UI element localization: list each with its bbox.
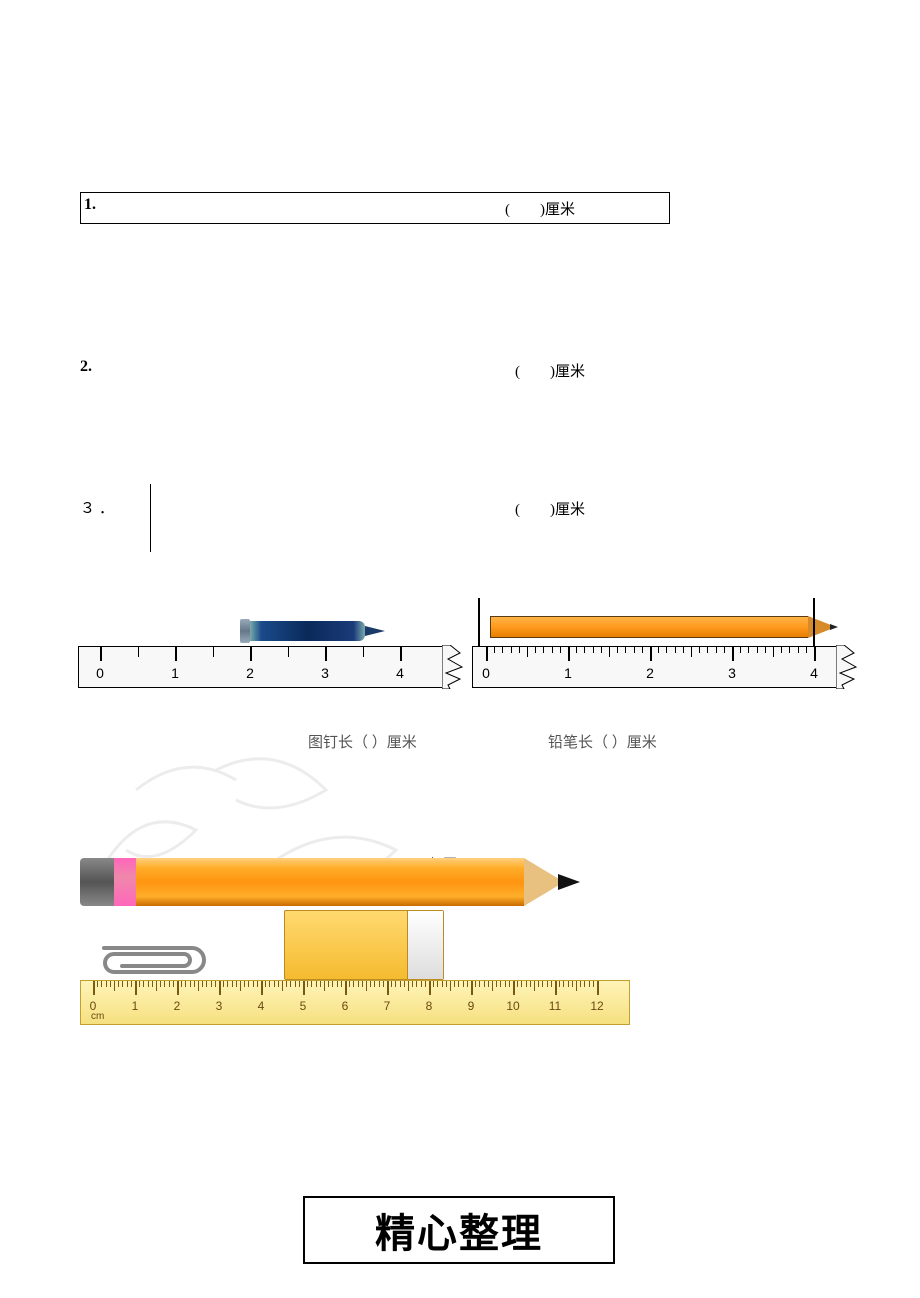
q3-blank: ( )厘米: [515, 498, 585, 519]
big-pencil-icon: [80, 858, 580, 906]
q3-vertical-bar: [150, 484, 151, 552]
pencil-caption: 铅笔长（ ）厘米: [548, 731, 657, 752]
q1-number: 1.: [84, 196, 96, 214]
q3-number: ３．: [80, 497, 118, 518]
q1-blank: ( )厘米: [505, 198, 575, 219]
paperclip-icon: [92, 942, 212, 978]
thumbtack-caption: 图钉长（ ）厘米: [308, 731, 417, 752]
ruler-white-2: 01234: [472, 646, 842, 688]
footer-text: 精心整理: [375, 1201, 543, 1259]
q2-blank: ( )厘米: [515, 360, 585, 381]
eraser-block-icon: [284, 910, 444, 980]
pencil-ruler-group: 01234: [472, 594, 864, 714]
q2-number: 2.: [80, 358, 92, 376]
worksheet-page: 1. ( )厘米 2. ( )厘米 ３． ( )厘米 01234: [0, 0, 920, 1298]
q1-box-outline: [80, 192, 670, 224]
ruler-white-1: 01234: [78, 646, 448, 688]
thumbtack-icon: [240, 618, 385, 644]
footer-box: 精心整理: [303, 1196, 615, 1264]
thumbtack-ruler-group: 01234: [78, 594, 470, 714]
small-pencil-icon: [490, 616, 836, 638]
yellow-ruler: cm 0123456789101112: [80, 980, 630, 1025]
